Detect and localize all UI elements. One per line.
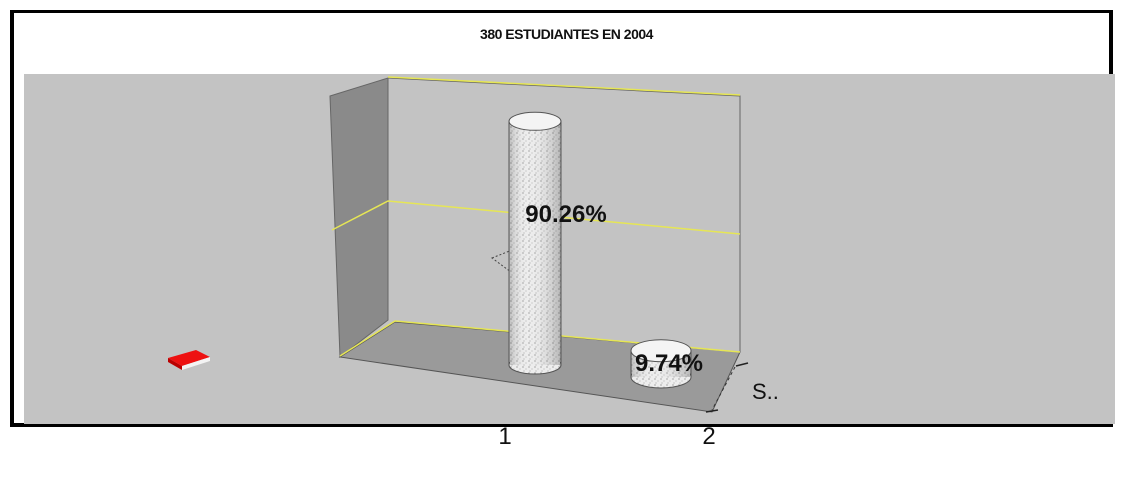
red-book-icon	[168, 350, 210, 370]
legend-entry: S..	[752, 379, 779, 404]
data-label: 9.74%	[635, 350, 703, 377]
axis-tick	[735, 362, 749, 367]
gridline-mid	[331, 200, 741, 235]
x-tick-label: 2	[702, 423, 715, 450]
chart-left-wall	[329, 77, 389, 358]
axis-line	[711, 366, 736, 411]
data-label: 90.26%	[525, 201, 606, 228]
gridline-floor	[339, 320, 741, 357]
bar-cylinder	[508, 111, 562, 375]
gridline-top	[387, 76, 741, 96]
axis-tick	[705, 409, 719, 413]
x-tick-label: 1	[498, 423, 511, 450]
chart-back-wall-outline	[387, 77, 741, 352]
bar-cylinder	[630, 339, 692, 389]
bars-group: 90.26% 9.74%	[508, 111, 703, 389]
chart-title: 380 ESTUDIANTES EN 2004	[480, 26, 653, 42]
